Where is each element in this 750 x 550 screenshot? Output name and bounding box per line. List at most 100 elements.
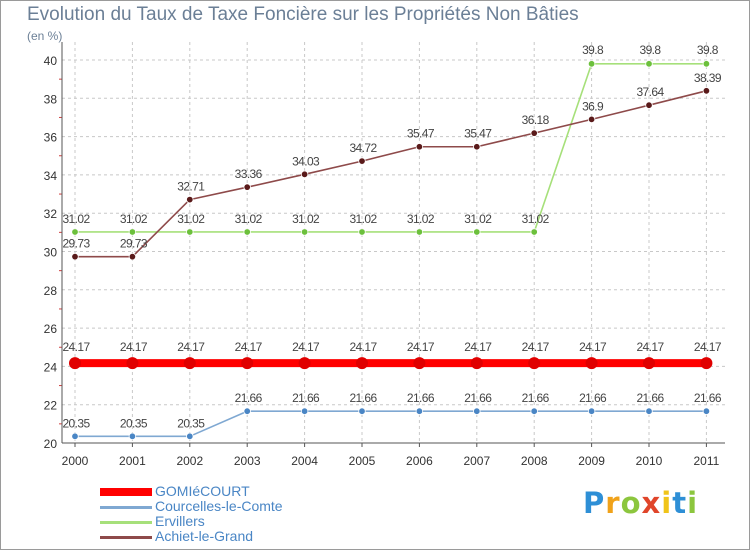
data-point-gomiecourt-2009 bbox=[585, 357, 598, 370]
data-label-achiet-2007: 35.47 bbox=[464, 127, 492, 141]
data-point-courcelles-2009 bbox=[587, 407, 596, 415]
data-label-ervillers-2005: 31.02 bbox=[349, 212, 377, 226]
y-axis-unit: (en %) bbox=[27, 29, 63, 43]
data-point-gomiecourt-2002 bbox=[183, 357, 196, 370]
data-point-courcelles-2008 bbox=[530, 407, 538, 415]
data-point-courcelles-2003 bbox=[243, 407, 251, 415]
data-point-ervillers-2000 bbox=[71, 228, 79, 236]
data-label-achiet-2008: 36.18 bbox=[522, 113, 550, 127]
x-tick-label-2011: 2011 bbox=[693, 454, 719, 468]
x-tick-label-2005: 2005 bbox=[349, 454, 376, 468]
data-label-achiet-2005: 34.72 bbox=[349, 141, 377, 155]
data-point-achiet-2008 bbox=[530, 129, 538, 137]
data-point-courcelles-2004 bbox=[300, 407, 309, 415]
data-label-courcelles-2006: 21.66 bbox=[407, 391, 435, 405]
data-label-courcelles-2003: 21.66 bbox=[235, 391, 263, 405]
data-label-achiet-2011: 38.39 bbox=[694, 71, 722, 85]
x-tick-label-2008: 2008 bbox=[521, 454, 548, 468]
data-point-gomiecourt-2006 bbox=[413, 357, 426, 370]
y-tick-label-26: 26 bbox=[44, 322, 58, 336]
data-label-ervillers-2011: 39.8 bbox=[697, 43, 719, 57]
x-tick-label-2007: 2007 bbox=[463, 454, 490, 468]
y-tick-label-22: 22 bbox=[44, 399, 58, 413]
logo-letter-i: i bbox=[661, 486, 673, 520]
data-point-achiet-2007 bbox=[473, 143, 481, 151]
data-label-gomiecourt-2004: 24.17 bbox=[292, 340, 320, 354]
data-point-gomiecourt-2003 bbox=[241, 357, 254, 370]
data-labels: 24.17 24.17 24.17 24.17 24.17 24.17 24.17 24.17… bbox=[62, 43, 722, 430]
data-point-achiet-2004 bbox=[300, 170, 309, 179]
data-label-courcelles-2008: 21.66 bbox=[522, 391, 550, 405]
data-label-achiet-2000: 29.73 bbox=[62, 237, 90, 251]
data-label-gomiecourt-2000: 24.17 bbox=[62, 340, 90, 354]
data-point-courcelles-2010 bbox=[645, 407, 653, 415]
x-tick-label-2004: 2004 bbox=[291, 454, 318, 468]
series-line-ervillers bbox=[75, 63, 707, 233]
y-tick-label-34: 34 bbox=[44, 169, 58, 183]
logo-letter-p: P bbox=[583, 486, 606, 520]
legend-label-ervillers: Ervillers bbox=[155, 513, 205, 529]
data-point-gomiecourt-2005 bbox=[356, 357, 368, 370]
series-line-courcelles bbox=[75, 410, 707, 438]
logo-letter-i2: i bbox=[687, 486, 699, 520]
data-point-courcelles-2002 bbox=[186, 432, 194, 440]
x-tick-label-2003: 2003 bbox=[234, 454, 261, 468]
data-point-ervillers-2005 bbox=[358, 228, 366, 236]
data-point-achiet-2003 bbox=[243, 183, 251, 191]
data-label-courcelles-2010: 21.66 bbox=[636, 391, 664, 405]
data-label-gomiecourt-2009: 24.17 bbox=[579, 340, 607, 354]
data-point-ervillers-2011 bbox=[702, 60, 711, 68]
legend-label-courcelles: Courcelles-le-Comte bbox=[155, 498, 283, 514]
y-tick-label-28: 28 bbox=[44, 284, 58, 298]
data-point-gomiecourt-2010 bbox=[643, 357, 655, 370]
data-label-ervillers-2000: 31.02 bbox=[62, 212, 90, 226]
data-label-ervillers-2003: 31.02 bbox=[235, 212, 263, 226]
logo-letter-t: t bbox=[672, 486, 688, 520]
data-label-gomiecourt-2010: 24.17 bbox=[636, 340, 664, 354]
logo-letter-x: x bbox=[641, 486, 662, 520]
data-label-achiet-2009: 36.9 bbox=[582, 99, 604, 113]
data-label-courcelles-2005: 21.66 bbox=[349, 391, 377, 405]
data-point-courcelles-2007 bbox=[473, 407, 481, 415]
chart-title: Evolution du Taux de Taxe Foncière sur l… bbox=[27, 4, 579, 25]
proxiti-logo: Proxiti bbox=[583, 486, 698, 520]
data-point-gomiecourt-2001 bbox=[126, 357, 139, 370]
x-tick-label-2002: 2002 bbox=[176, 454, 203, 468]
legend-swatch-gomiecourt bbox=[100, 488, 152, 496]
data-point-ervillers-2004 bbox=[300, 228, 309, 236]
y-tick-label-32: 32 bbox=[44, 207, 58, 221]
data-label-gomiecourt-2005: 24.17 bbox=[349, 340, 377, 354]
data-point-ervillers-2003 bbox=[243, 228, 251, 236]
data-label-gomiecourt-2006: 24.17 bbox=[407, 340, 435, 354]
y-tick-label-30: 30 bbox=[44, 246, 58, 260]
data-label-achiet-2001: 29.73 bbox=[120, 237, 148, 251]
data-point-gomiecourt-2004 bbox=[298, 357, 311, 370]
data-label-courcelles-2009: 21.66 bbox=[579, 391, 607, 405]
data-label-achiet-2002: 32.71 bbox=[177, 180, 205, 194]
data-label-courcelles-2011: 21.66 bbox=[694, 391, 722, 405]
data-label-achiet-2006: 35.47 bbox=[407, 127, 435, 141]
data-label-ervillers-2006: 31.02 bbox=[407, 212, 435, 226]
data-point-courcelles-2000 bbox=[71, 432, 79, 440]
data-label-ervillers-2009: 39.8 bbox=[582, 43, 604, 57]
data-point-courcelles-2001 bbox=[128, 432, 137, 440]
data-label-ervillers-2010: 39.8 bbox=[640, 43, 662, 57]
data-point-achiet-2005 bbox=[358, 157, 366, 165]
data-label-ervillers-2007: 31.02 bbox=[464, 212, 492, 226]
data-label-achiet-2010: 37.64 bbox=[636, 85, 664, 99]
x-tick-label-2010: 2010 bbox=[636, 454, 663, 468]
data-point-ervillers-2002 bbox=[186, 228, 194, 236]
data-label-achiet-2003: 33.36 bbox=[235, 167, 263, 181]
data-point-courcelles-2006 bbox=[415, 407, 424, 415]
x-tick-label-2001: 2001 bbox=[119, 454, 146, 468]
data-point-courcelles-2011 bbox=[702, 407, 711, 415]
data-point-gomiecourt-2000 bbox=[69, 357, 81, 370]
data-label-gomiecourt-2008: 24.17 bbox=[522, 340, 550, 354]
data-label-ervillers-2004: 31.02 bbox=[292, 212, 320, 226]
data-label-courcelles-2002: 20.35 bbox=[177, 416, 205, 430]
data-point-achiet-2006 bbox=[415, 143, 424, 151]
data-label-gomiecourt-2001: 24.17 bbox=[120, 340, 148, 354]
data-point-ervillers-2001 bbox=[128, 228, 137, 236]
